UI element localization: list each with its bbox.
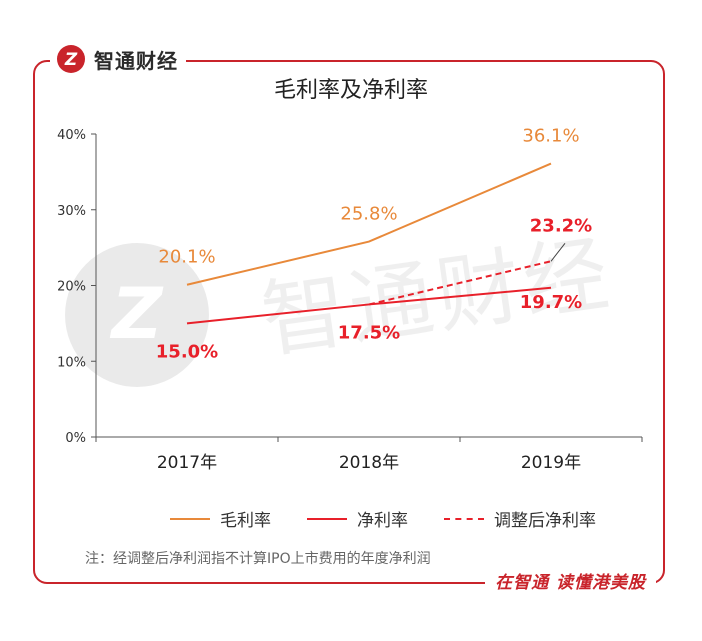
data-label-adjusted-net-margin: 23.2%	[530, 215, 592, 236]
x-tick-label: 2018年	[339, 453, 399, 473]
series-line-net-margin	[186, 286, 552, 325]
footer-slogan: 在智通 读懂港美股	[485, 568, 656, 593]
y-tick-label: 10%	[57, 355, 86, 370]
legend-item-adjusted-net-margin: 调整后净利率	[444, 506, 596, 531]
data-label-gross-margin: 36.1%	[522, 126, 579, 147]
chart-legend: 毛利率 净利率 调整后净利率	[170, 506, 596, 531]
x-tick-label: 2017年	[157, 453, 217, 473]
series-line-gross-margin	[186, 162, 552, 286]
legend-swatch-adjusted-net-margin	[444, 517, 484, 520]
legend-label-gross-margin: 毛利率	[220, 511, 271, 531]
y-tick-label: 30%	[57, 204, 86, 219]
brand-logo-icon: Z	[57, 45, 85, 73]
legend-swatch-gross-margin	[170, 517, 210, 520]
y-tick-label: 40%	[57, 128, 86, 143]
brand-name: 智通财经	[94, 48, 178, 73]
legend-label-adjusted-net-margin: 调整后净利率	[494, 511, 596, 531]
chart-title: 毛利率及净利率	[273, 78, 428, 103]
data-label-net-margin: 17.5%	[338, 322, 400, 343]
data-label-gross-margin: 20.1%	[158, 247, 215, 268]
y-tick-label: 20%	[57, 280, 86, 295]
footnote: 注：经调整后净利润指不计算IPO上市费用的年度净利润	[85, 551, 431, 567]
data-label-net-margin: 15.0%	[156, 341, 218, 362]
x-tick-label: 2019年	[521, 453, 581, 473]
legend-swatch-net-margin	[307, 517, 347, 520]
brand-header: Z 智通财经	[50, 41, 186, 77]
series-line-adjusted-net-margin	[368, 260, 552, 306]
data-label-gross-margin: 25.8%	[340, 204, 397, 225]
chart-frame	[33, 60, 665, 584]
svg-text:Z: Z	[64, 50, 78, 70]
legend-item-net-margin: 净利率	[307, 506, 408, 531]
y-tick-label: 0%	[65, 431, 86, 446]
legend-item-gross-margin: 毛利率	[170, 506, 271, 531]
data-label-net-margin: 19.7%	[520, 292, 582, 313]
leader-line-adjusted-net-margin	[550, 242, 566, 262]
legend-label-net-margin: 净利率	[357, 511, 408, 531]
